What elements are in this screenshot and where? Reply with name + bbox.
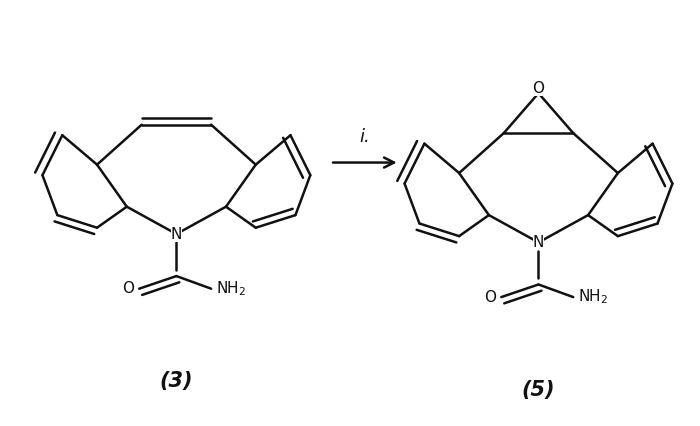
Text: NH$_2$: NH$_2$ xyxy=(578,288,608,306)
Text: N: N xyxy=(533,235,544,250)
Text: (3): (3) xyxy=(160,371,193,391)
Text: (5): (5) xyxy=(522,380,555,400)
Text: NH$_2$: NH$_2$ xyxy=(216,279,246,298)
Text: O: O xyxy=(533,81,545,96)
Text: N: N xyxy=(171,227,182,242)
Text: O: O xyxy=(122,281,134,296)
Text: i.: i. xyxy=(360,128,370,146)
Text: O: O xyxy=(484,290,496,305)
